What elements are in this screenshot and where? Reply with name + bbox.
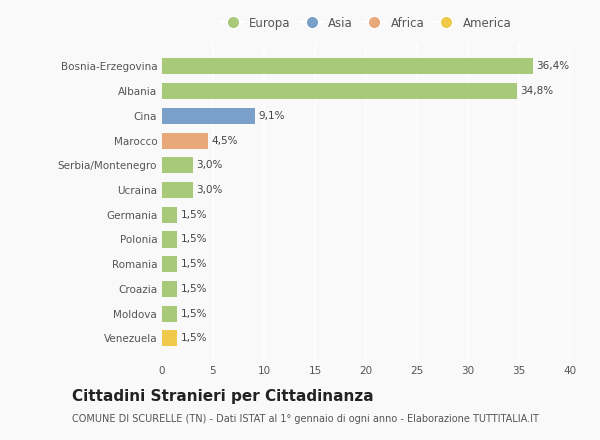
Text: 1,5%: 1,5%	[181, 334, 207, 343]
Text: 1,5%: 1,5%	[181, 210, 207, 220]
Bar	[162, 207, 178, 223]
Bar	[162, 306, 178, 322]
Bar	[162, 231, 178, 248]
Bar	[162, 256, 178, 272]
Text: 1,5%: 1,5%	[181, 284, 207, 294]
Text: 36,4%: 36,4%	[536, 62, 569, 71]
Bar	[162, 182, 193, 198]
Text: COMUNE DI SCURELLE (TN) - Dati ISTAT al 1° gennaio di ogni anno - Elaborazione T: COMUNE DI SCURELLE (TN) - Dati ISTAT al …	[72, 414, 539, 424]
Text: 4,5%: 4,5%	[211, 136, 238, 146]
Bar	[162, 108, 255, 124]
Text: Cittadini Stranieri per Cittadinanza: Cittadini Stranieri per Cittadinanza	[72, 389, 374, 404]
Text: 3,0%: 3,0%	[196, 160, 222, 170]
Text: 3,0%: 3,0%	[196, 185, 222, 195]
Text: 34,8%: 34,8%	[520, 86, 553, 96]
Bar	[162, 132, 208, 149]
Bar	[162, 157, 193, 173]
Bar	[162, 330, 178, 346]
Text: 1,5%: 1,5%	[181, 259, 207, 269]
Bar	[162, 83, 517, 99]
Text: 1,5%: 1,5%	[181, 308, 207, 319]
Bar	[162, 281, 178, 297]
Text: 1,5%: 1,5%	[181, 235, 207, 245]
Bar	[162, 59, 533, 74]
Legend: Europa, Asia, Africa, America: Europa, Asia, Africa, America	[216, 12, 516, 34]
Text: 9,1%: 9,1%	[258, 111, 284, 121]
